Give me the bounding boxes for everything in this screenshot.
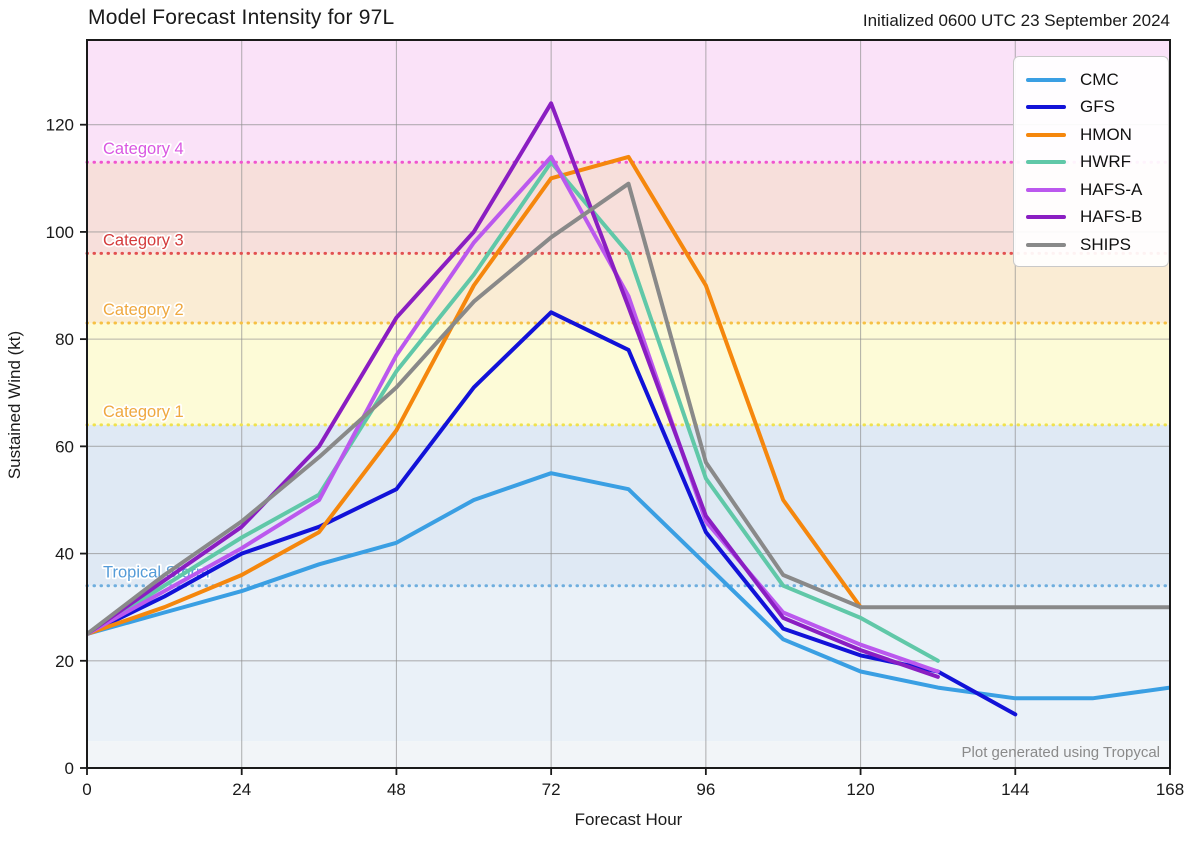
legend: CMC GFS HMON HWRF HAFS-A HAFS-B SHIPS [1013, 56, 1169, 267]
y-tick-label: 40 [55, 545, 74, 564]
threshold-label-category-1: Category 1 [103, 403, 184, 421]
legend-swatch-hmon [1026, 132, 1066, 137]
legend-item-ships: SHIPS [1026, 231, 1156, 259]
legend-label-ships: SHIPS [1080, 234, 1132, 254]
plot-frame [86, 39, 1171, 769]
category-band [87, 162, 1170, 254]
y-tick-label: 20 [55, 652, 74, 671]
series-line-ships [87, 181, 1170, 636]
legend-label-hafs-b: HAFS-B [1080, 207, 1143, 227]
category-band [87, 424, 1170, 586]
legend-swatch-hafs-b [1026, 215, 1066, 220]
x-tick-label: 24 [232, 780, 251, 799]
y-tick-label: 0 [65, 759, 74, 778]
legend-swatch-ships [1026, 242, 1066, 247]
x-tick-label: 96 [696, 780, 715, 799]
y-tick-label: 80 [55, 330, 74, 349]
legend-label-cmc: CMC [1080, 69, 1119, 89]
x-tick-label: 120 [846, 780, 874, 799]
y-axis-label: Sustained Wind (kt) [5, 330, 24, 480]
x-axis-label: Forecast Hour [574, 810, 683, 829]
initialization-time-label: Initialized 0600 UTC 23 September 2024 [862, 11, 1170, 30]
legend-item-hafs-a: HAFS-A [1026, 176, 1156, 204]
legend-item-cmc: CMC [1026, 66, 1156, 94]
x-tick-label: 144 [1001, 780, 1029, 799]
threshold-label-category-3: Category 3 [103, 231, 184, 249]
x-tick-label: 72 [542, 780, 561, 799]
legend-swatch-hwrf [1026, 160, 1066, 165]
threshold-label-category-4: Category 4 [103, 140, 184, 158]
x-tick-label: 168 [1156, 780, 1184, 799]
credit-watermark: Plot generated using Tropycal [961, 744, 1160, 761]
x-tick-label: 48 [387, 780, 406, 799]
category-band [87, 40, 1170, 163]
series-line-gfs [87, 310, 1018, 717]
legend-item-hafs-b: HAFS-B [1026, 204, 1156, 232]
series-line-hafs-a [87, 154, 940, 674]
category-band [87, 323, 1170, 425]
series-line-hmon [87, 154, 863, 636]
legend-label-hafs-a: HAFS-A [1080, 179, 1143, 199]
y-tick-label: 120 [46, 116, 74, 135]
legend-swatch-cmc [1026, 77, 1066, 82]
legend-item-hmon: HMON [1026, 121, 1156, 149]
y-tick-label: 60 [55, 437, 74, 456]
page-title: Model Forecast Intensity for 97L [88, 6, 395, 29]
legend-item-hwrf: HWRF [1026, 149, 1156, 177]
series-line-hafs-b [87, 101, 940, 679]
legend-swatch-gfs [1026, 105, 1066, 110]
series-line-hwrf [87, 160, 940, 663]
legend-item-gfs: GFS [1026, 94, 1156, 122]
legend-label-gfs: GFS [1080, 97, 1115, 117]
y-tick-label: 100 [46, 223, 74, 242]
legend-label-hwrf: HWRF [1080, 152, 1131, 172]
category-band [87, 741, 1170, 768]
threshold-label-category-2: Category 2 [103, 301, 184, 319]
legend-swatch-hafs-a [1026, 187, 1066, 192]
category-band [87, 585, 1170, 742]
legend-label-hmon: HMON [1080, 124, 1132, 144]
x-tick-label: 0 [82, 780, 91, 799]
series-line-cmc [87, 471, 1170, 701]
